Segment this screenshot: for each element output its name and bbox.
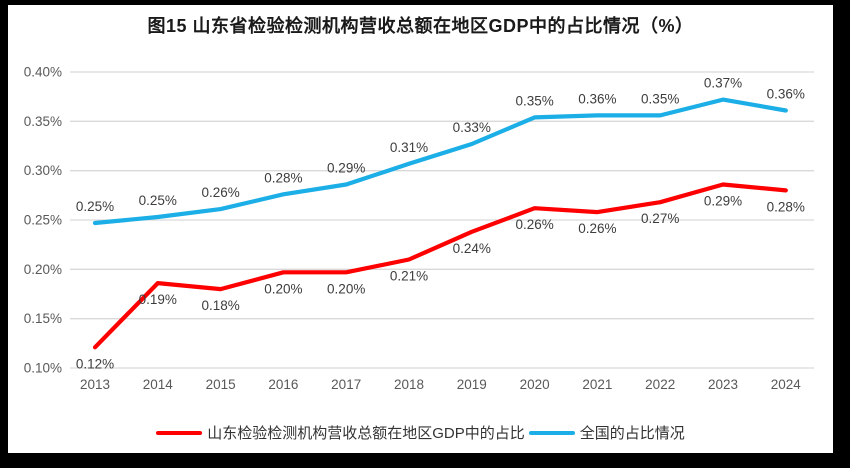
y-axis-tick-label: 0.20% xyxy=(24,262,62,277)
x-axis-tick-label: 2013 xyxy=(80,377,110,392)
data-label: 0.25% xyxy=(76,199,114,214)
data-label: 0.21% xyxy=(390,268,428,283)
x-axis-tick-label: 2021 xyxy=(582,377,612,392)
data-label: 0.12% xyxy=(76,356,114,371)
legend-label-shandong: 山东检验检测机构营收总额在地区GDP中的占比 xyxy=(207,425,525,442)
series-line-shandong xyxy=(92,182,788,350)
data-label: 0.26% xyxy=(578,221,616,236)
data-label: 0.25% xyxy=(139,193,177,208)
legend-label-national: 全国的占比情况 xyxy=(579,425,685,442)
legend-line-swatch-national xyxy=(528,430,575,435)
data-label: 0.18% xyxy=(201,298,239,313)
y-axis-tick-label: 0.25% xyxy=(24,213,62,228)
line-chart-svg: 0.10% 0.15% 0.20% 0.25% 0.30% 0.35% 0.40% 2013 2… xyxy=(24,65,814,392)
data-label: 0.36% xyxy=(578,91,616,106)
data-label: 0.29% xyxy=(704,193,742,208)
y-axis-tick-label: 0.30% xyxy=(24,163,62,178)
x-axis-tick-label: 2015 xyxy=(206,377,236,392)
data-label: 0.28% xyxy=(264,170,302,185)
data-label: 0.26% xyxy=(515,217,553,232)
x-axis-tick-label: 2020 xyxy=(520,377,550,392)
x-axis-tick-label: 2023 xyxy=(708,377,738,392)
data-label: 0.28% xyxy=(767,199,805,214)
series-line-national xyxy=(92,97,788,226)
x-axis-tick-label: 2022 xyxy=(645,377,675,392)
y-axis-tick-label: 0.15% xyxy=(24,311,62,326)
legend-item-shandong: 山东检验检测机构营收总额在地区GDP中的占比 xyxy=(156,422,525,443)
chart-title: 图15 山东省检验检测机构营收总额在地区GDP中的占比情况（%） xyxy=(147,16,694,36)
legend-line-swatch-shandong xyxy=(156,430,203,435)
y-axis-tick-label: 0.35% xyxy=(24,114,62,129)
data-label: 0.26% xyxy=(201,185,239,200)
data-label: 0.35% xyxy=(641,91,679,106)
data-label: 0.27% xyxy=(641,211,679,226)
data-label: 0.36% xyxy=(767,86,805,101)
x-axis-tick-label: 2024 xyxy=(771,377,802,392)
y-axis-tick-label: 0.10% xyxy=(24,361,62,376)
data-label: 0.33% xyxy=(453,120,491,135)
x-axis-tick-label: 2016 xyxy=(268,377,298,392)
y-axis-tick-label: 0.40% xyxy=(24,65,62,80)
data-label: 0.20% xyxy=(264,281,302,296)
chart-legend: 山东检验检测机构营收总额在地区GDP中的占比 全国的占比情况 xyxy=(8,422,833,443)
legend-item-national: 全国的占比情况 xyxy=(528,422,685,443)
data-label: 0.20% xyxy=(327,281,365,296)
x-axis-tick-label: 2019 xyxy=(457,377,487,392)
data-label: 0.37% xyxy=(704,76,742,91)
x-axis-tick-label: 2017 xyxy=(331,377,361,392)
data-label: 0.29% xyxy=(327,160,365,175)
data-label: 0.35% xyxy=(515,93,553,108)
data-label: 0.31% xyxy=(390,140,428,155)
x-axis-tick-label: 2018 xyxy=(394,377,424,392)
data-label: 0.19% xyxy=(139,292,177,307)
x-axis-tick-label: 2014 xyxy=(143,377,174,392)
data-label: 0.24% xyxy=(453,241,491,256)
